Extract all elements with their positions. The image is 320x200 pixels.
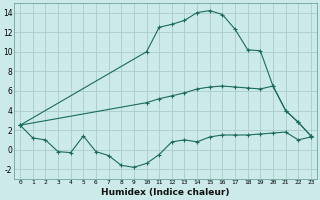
X-axis label: Humidex (Indice chaleur): Humidex (Indice chaleur) — [101, 188, 230, 197]
